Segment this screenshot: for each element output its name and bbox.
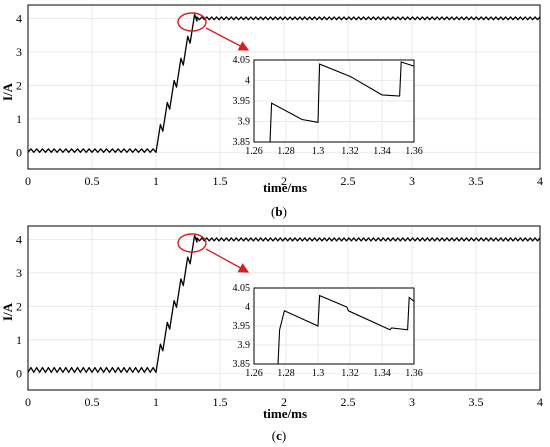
x-tick-label: 1.5 bbox=[213, 174, 228, 188]
x-tick-label: 1.5 bbox=[213, 395, 228, 409]
y-tick-label: 4 bbox=[16, 232, 22, 246]
zoom-arrow-c bbox=[205, 248, 250, 273]
inset-y-tick-label: 4.05 bbox=[233, 283, 251, 294]
x-tick-label: 3.5 bbox=[469, 395, 484, 409]
y-axis-label-b: I/A bbox=[0, 82, 15, 101]
inset-x-tick-label: 1.28 bbox=[277, 368, 295, 379]
inset-x-tick-label: 1.34 bbox=[373, 146, 391, 157]
inset-y-tick-label: 3.85 bbox=[233, 137, 251, 148]
y-tick-label: 3 bbox=[16, 266, 22, 280]
x-tick-label: 0.5 bbox=[85, 395, 100, 409]
inset-x-tick-label: 1.3 bbox=[312, 368, 325, 379]
inset-x-tick-label: 1.26 bbox=[245, 146, 263, 157]
inset-y-tick-label: 3.85 bbox=[233, 359, 251, 370]
chart-b: 0 1 2 3 4 0 0.5 1 1.5 2 2.5 3 3.5 4 I/A … bbox=[0, 4, 543, 219]
y-tick-label: 1 bbox=[16, 333, 22, 347]
inset-y-ticks-b: 3.85 3.9 3.95 4 4.05 bbox=[233, 55, 251, 148]
x-tick-label: 4 bbox=[537, 395, 543, 409]
y-ticks-b: 0 1 2 3 4 bbox=[16, 11, 22, 159]
inset-trace-b bbox=[269, 61, 415, 143]
x-tick-label: 0.5 bbox=[85, 174, 100, 188]
inset-frame-c bbox=[253, 287, 415, 365]
x-tick-label: 2 bbox=[281, 395, 287, 409]
y-tick-label: 2 bbox=[16, 299, 22, 313]
x-tick-label: 2.5 bbox=[341, 174, 356, 188]
x-tick-label: 3 bbox=[409, 395, 415, 409]
panel-caption-letter-b: b bbox=[275, 204, 282, 219]
y-tick-label: 3 bbox=[16, 45, 22, 59]
y-tick-label: 0 bbox=[16, 145, 22, 159]
panel-caption-letter-c: c bbox=[276, 428, 282, 443]
inset-y-tick-label: 4.05 bbox=[233, 55, 251, 66]
x-tick-label: 3.5 bbox=[469, 174, 484, 188]
inset-y-ticks-c: 3.85 3.9 3.95 4 4.05 bbox=[233, 283, 251, 370]
inset-x-tick-label: 1.34 bbox=[373, 368, 391, 379]
x-tick-label: 2 bbox=[281, 174, 287, 188]
y-axis-label-c: I/A bbox=[0, 302, 15, 321]
zoom-region-marker-b bbox=[177, 12, 207, 32]
inset-x-tick-label: 1.32 bbox=[341, 368, 359, 379]
x-tick-label: 3 bbox=[409, 174, 415, 188]
x-axis-label-b: time/ms bbox=[263, 180, 307, 195]
x-tick-label: 0 bbox=[25, 395, 31, 409]
y-tick-label: 2 bbox=[16, 78, 22, 92]
panel-caption-c: (c) bbox=[272, 428, 286, 443]
inset-y-tick-label: 3.9 bbox=[238, 340, 251, 351]
inset-y-tick-label: 3.95 bbox=[233, 96, 251, 107]
chart-c: 0 1 2 3 4 0 0.5 1 1.5 2 2.5 3 3.5 4 I/A … bbox=[0, 225, 543, 443]
inset-b: 3.85 3.9 3.95 4 4.05 1.26 1.28 1.3 1.32 … bbox=[233, 55, 423, 157]
x-tick-label: 2.5 bbox=[341, 395, 356, 409]
y-tick-label: 0 bbox=[16, 366, 22, 380]
plot-frame-b bbox=[27, 4, 541, 170]
y-tick-label: 4 bbox=[16, 11, 22, 25]
y-ticks-c: 0 1 2 3 4 bbox=[16, 232, 22, 380]
current-trace-c bbox=[27, 234, 541, 373]
panel-caption-b: (b) bbox=[271, 204, 287, 219]
inset-y-tick-label: 4 bbox=[245, 76, 250, 87]
x-tick-label: 1 bbox=[153, 174, 159, 188]
inset-x-tick-label: 1.32 bbox=[341, 146, 359, 157]
inset-x-ticks-b: 1.26 1.28 1.3 1.32 1.34 1.36 bbox=[245, 146, 423, 157]
y-tick-label: 1 bbox=[16, 112, 22, 126]
zoom-region-marker-c bbox=[177, 233, 207, 253]
inset-frame-b bbox=[253, 59, 415, 143]
inset-c: 3.85 3.9 3.95 4 4.05 1.26 1.28 1.3 1.32 … bbox=[233, 283, 423, 379]
inset-trace-c bbox=[277, 294, 415, 365]
inset-x-tick-label: 1.36 bbox=[405, 146, 423, 157]
inset-x-tick-label: 1.3 bbox=[312, 146, 325, 157]
inset-x-tick-label: 1.28 bbox=[277, 146, 295, 157]
inset-x-ticks-c: 1.26 1.28 1.3 1.32 1.34 1.36 bbox=[245, 368, 423, 379]
inset-x-tick-label: 1.36 bbox=[405, 368, 423, 379]
inset-y-tick-label: 3.95 bbox=[233, 321, 251, 332]
plot-frame-c bbox=[27, 225, 541, 391]
inset-x-tick-label: 1.26 bbox=[245, 368, 263, 379]
zoom-arrow-b bbox=[205, 27, 250, 51]
x-tick-label: 1 bbox=[153, 395, 159, 409]
x-axis-label-c: time/ms bbox=[263, 406, 307, 421]
x-ticks-b: 0 0.5 1 1.5 2 2.5 3 3.5 4 bbox=[25, 174, 543, 188]
current-trace-b bbox=[27, 13, 541, 153]
inset-y-tick-label: 4 bbox=[245, 302, 250, 313]
x-tick-label: 4 bbox=[537, 174, 543, 188]
inset-y-tick-label: 3.9 bbox=[238, 117, 251, 128]
x-ticks-c: 0 0.5 1 1.5 2 2.5 3 3.5 4 bbox=[25, 395, 543, 409]
x-tick-label: 0 bbox=[25, 174, 31, 188]
